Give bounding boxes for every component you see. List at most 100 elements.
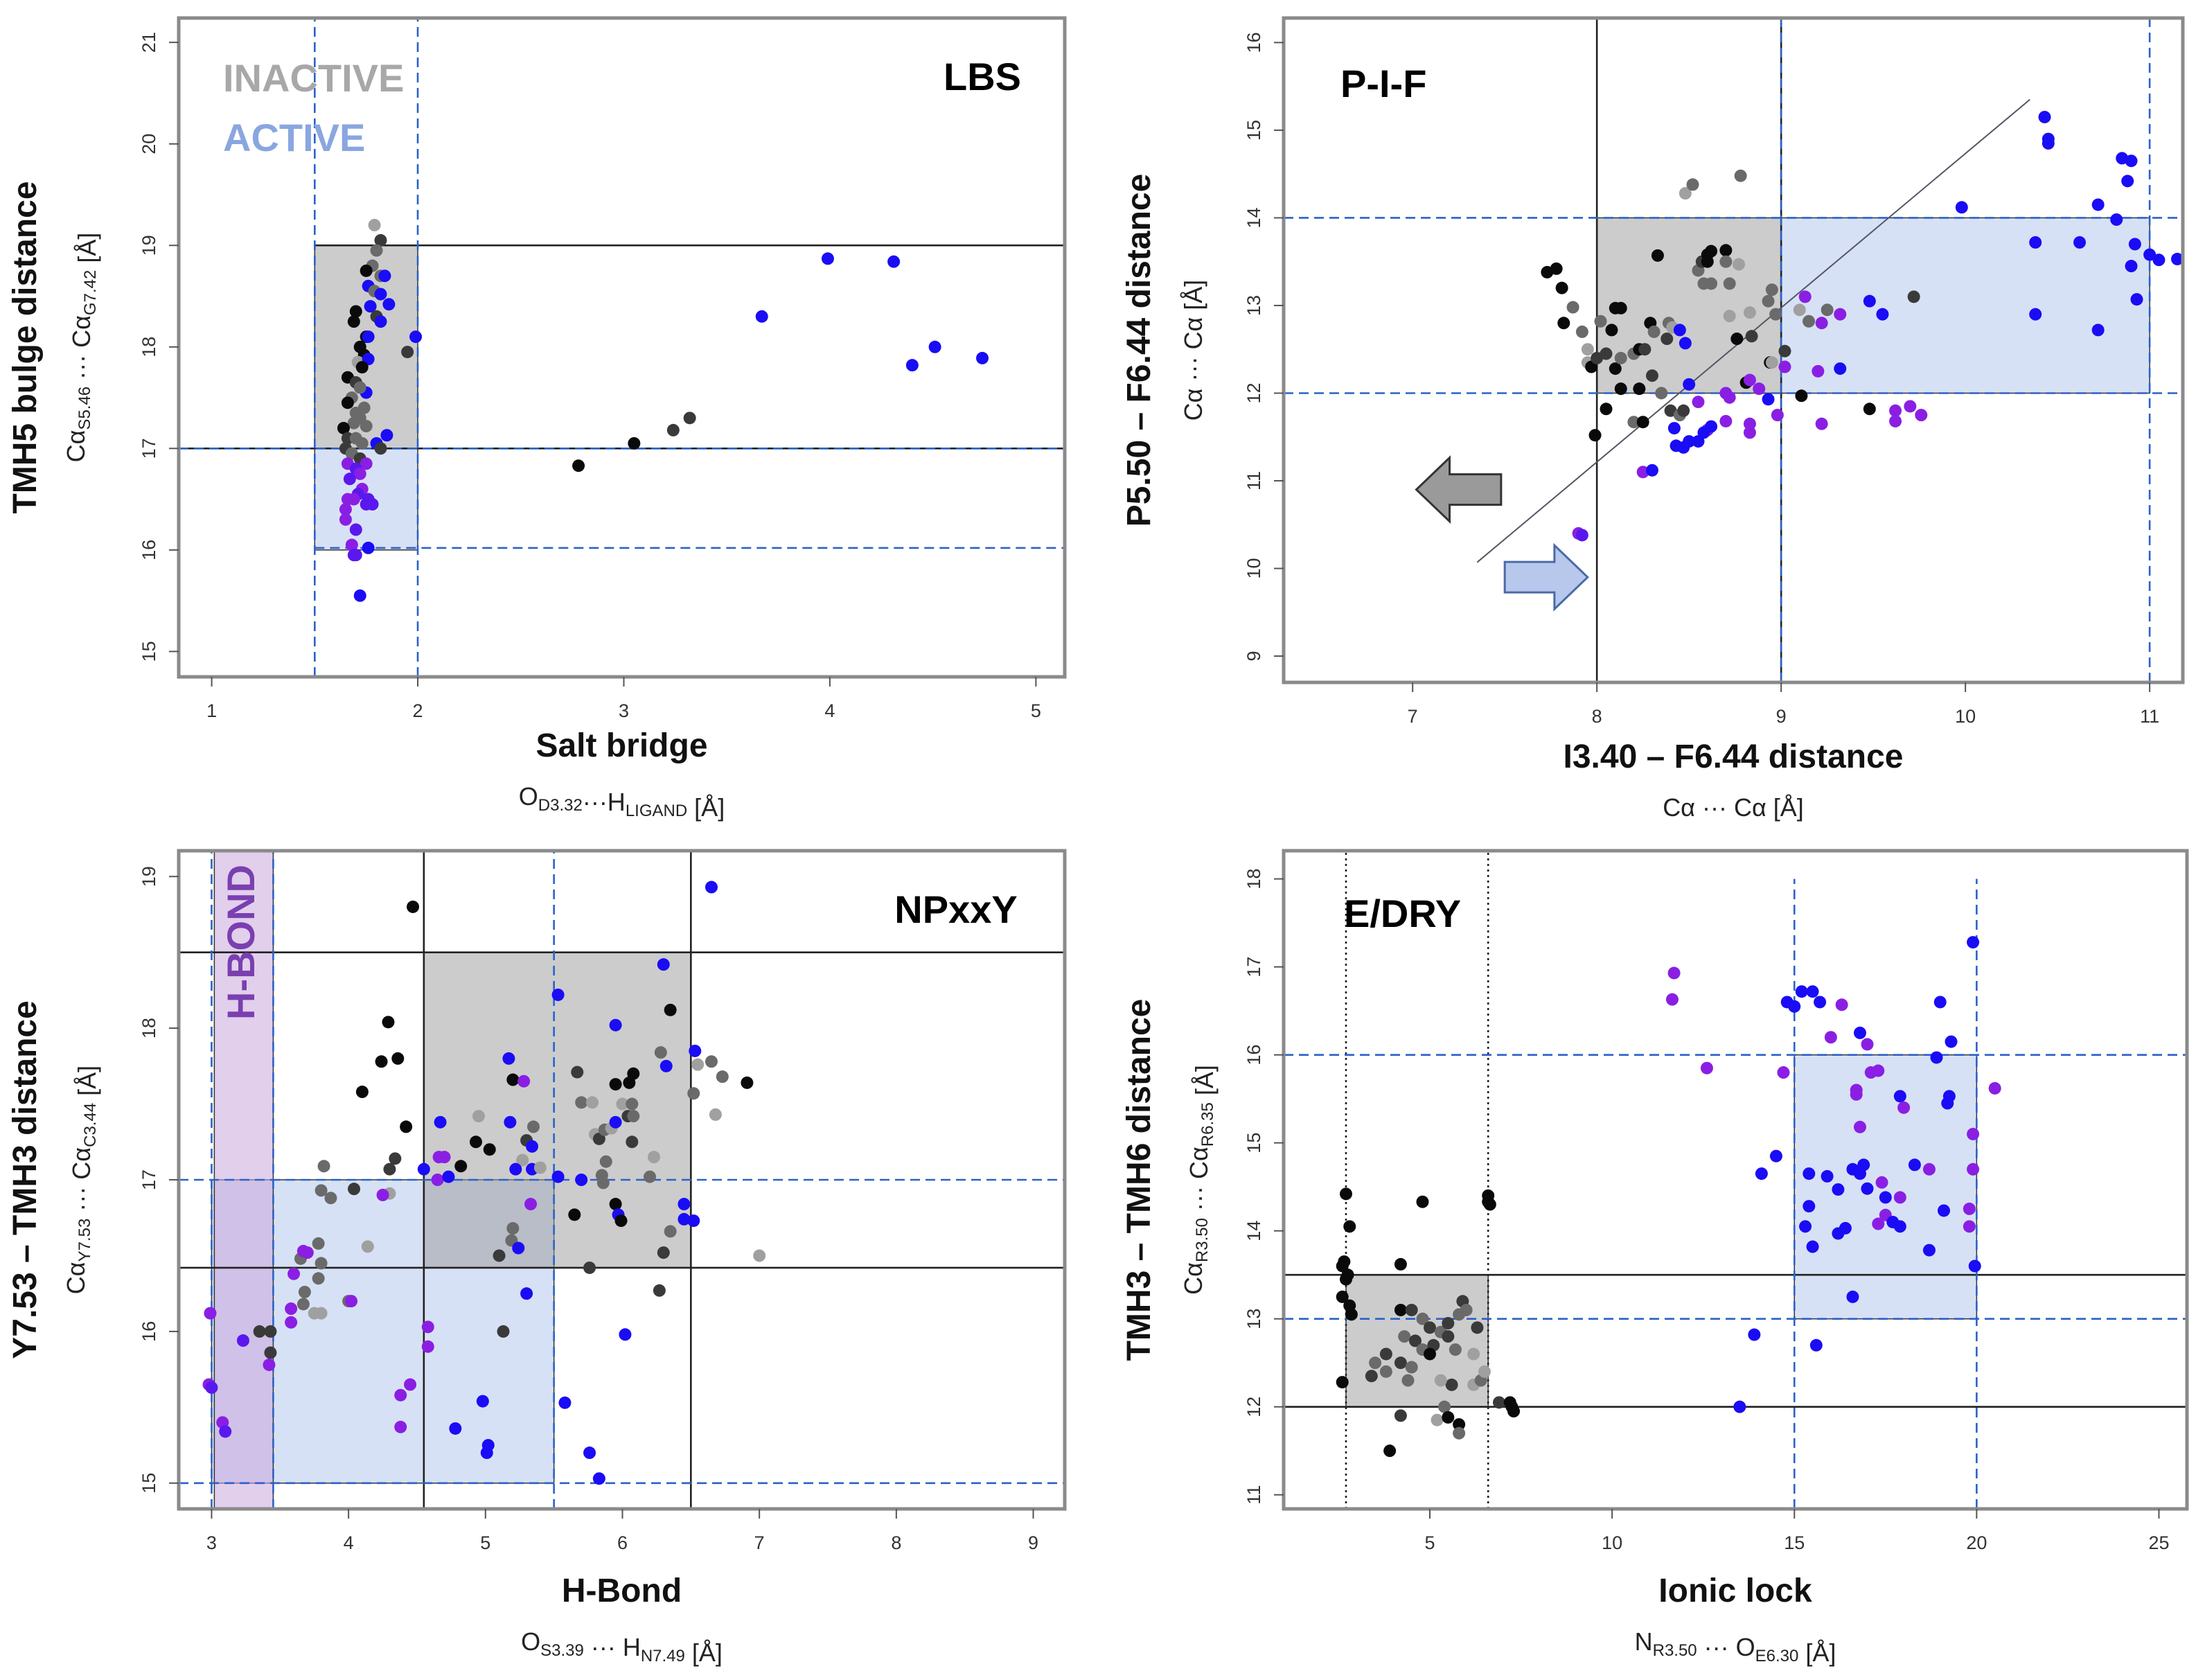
data-point [533,1161,547,1174]
data-point [1453,1426,1466,1440]
label-part: N [1635,1627,1653,1656]
x-tick-label: 9 [1028,1532,1038,1553]
data-point [1686,178,1699,191]
data-point [1743,306,1756,319]
data-point [887,255,901,268]
x-tick-label: 1 [206,700,217,721]
data-point [2042,136,2055,150]
data-point [627,1067,640,1080]
data-point [1809,1338,1823,1352]
data-point [1442,1317,1455,1330]
data-point [480,1447,493,1460]
y-axis-sublabel: CαR3.50 ··· CαR6.35 [Å] [1179,1065,1219,1295]
data-point [1665,993,1679,1006]
data-point [1645,463,1658,477]
label-part: [Å] [687,793,725,822]
y-tick-label: 17 [1243,957,1264,978]
data-point [400,1120,413,1133]
data-point [374,442,387,455]
panel-title: E/DRY [1344,892,1461,935]
plot-area [1284,851,2187,1509]
data-point [1394,1356,1407,1370]
data-point [296,1298,310,1311]
data-point [504,1115,517,1129]
y-tick-label: 14 [1243,207,1264,228]
data-point [2171,252,2183,265]
data-point [705,1055,718,1068]
data-point [1453,1418,1466,1431]
data-point [339,513,352,526]
y-tick-label: 15 [139,1473,159,1494]
data-point [1609,362,1622,375]
data-point [585,1096,599,1109]
data-point [647,1151,660,1164]
data-point [1424,1347,1437,1361]
data-point [616,1097,629,1111]
data-point [483,1143,496,1156]
data-point [1633,382,1646,396]
panel-pif: 7 8 9 10 11 9 10 11 12 13 14 15 16 I3.40 – F6.44 dist… [1121,16,2185,822]
data-point [599,1155,612,1168]
data-point [312,1237,325,1250]
data-point [741,1076,754,1089]
label-subscript: S3.39 [540,1641,584,1660]
x-axis-sublabel: NR3.50 ··· OE6.30 [Å] [1635,1627,1836,1667]
data-point [1762,393,1775,406]
data-point [1723,310,1736,323]
data-point [1679,187,1692,200]
data-point [1341,1268,1354,1282]
data-point [626,1135,639,1149]
data-point [1908,1158,1921,1171]
x-tick-label: 6 [617,1532,628,1553]
x-tick-label: 7 [754,1532,765,1553]
x-tick-label: 10 [1602,1532,1622,1553]
label-part: Cα ··· Cα [Å] [1663,793,1804,822]
data-point [1853,1120,1866,1133]
y-axis-sublabel: CαY7.53 ··· CαC3.44 [Å] [62,1066,101,1294]
y-tick-label: 16 [1243,1045,1264,1066]
data-point [378,269,391,283]
data-point [1655,387,1668,400]
data-point [1434,1374,1447,1387]
data-point [1889,404,1902,417]
data-point [1673,324,1686,337]
data-point [349,523,362,536]
y-tick-label: 11 [1243,1485,1264,1505]
data-point [347,416,360,430]
data-point [689,1044,702,1057]
data-point [1778,360,1791,373]
data-point [1967,1162,1980,1176]
data-point [1701,255,1714,268]
label-part: Cα [62,430,90,463]
y-axis-label: P5.50 – F6.44 distance [1121,174,1158,527]
data-point [1719,255,1733,268]
data-point [1799,1220,1812,1233]
label-part: [Å] [685,1638,723,1667]
data-point [401,346,414,359]
data-point [1705,245,1718,258]
y-tick-label: 13 [1243,295,1264,316]
data-point [526,1140,539,1153]
x-tick-label: 5 [1031,700,1041,721]
label-part: ··· H [584,1633,641,1661]
data-point [360,420,373,433]
label-part: ··· Cα [67,315,96,387]
data-point [976,351,989,364]
data-point [609,1115,622,1129]
data-point [1550,262,1563,275]
label-part: Cα ··· Cα [Å] [1179,280,1207,421]
data-point [296,1244,310,1257]
plot-area [1284,18,2183,682]
data-point [572,459,585,472]
data-point [705,881,718,894]
data-point [380,429,393,442]
data-point [1839,1221,1852,1235]
data-point [347,315,360,328]
data-point [1875,1176,1888,1189]
data-point [1853,1026,1866,1039]
label-part: [Å] [1798,1638,1836,1667]
data-point [1963,1202,1976,1215]
data-point [1743,373,1756,387]
data-point [364,300,377,313]
